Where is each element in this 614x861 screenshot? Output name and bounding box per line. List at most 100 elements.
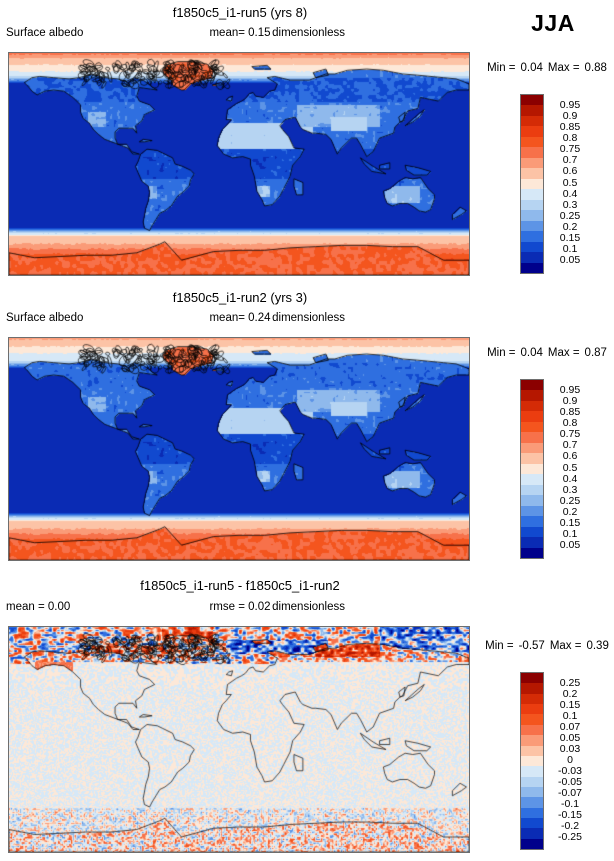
colorbar-swatch (521, 516, 543, 527)
colorbar-swatch (521, 547, 543, 558)
colorbar-tick-label: -0.1 (560, 797, 580, 810)
colorbar-tick-label: 0.4 (562, 187, 578, 200)
colorbar-swatch (521, 199, 543, 211)
colorbar-tick-label: -0.15 (558, 808, 582, 821)
colorbar-swatch (521, 189, 543, 200)
colorbar-tick-label: 0.03 (559, 742, 581, 755)
colorbar-tick-label: 0.75 (559, 143, 581, 156)
colorbar-tick-label: 0.6 (562, 450, 578, 463)
colorbar-tick-label: 0.6 (562, 165, 578, 178)
colorbar-tick-label: -0.07 (558, 786, 582, 799)
colorbar-swatch (521, 526, 543, 538)
colorbar-tick-label: 0.2 (562, 687, 578, 700)
colorbar-tick-label: 0.7 (562, 439, 578, 452)
colorbar-swatch (521, 786, 543, 798)
colorbar-swatch (521, 252, 543, 263)
panel-run2-mean-label: mean= 0.24 (209, 312, 271, 324)
panel-run5-map-canvas[interactable] (9, 53, 469, 275)
colorbar-tick-label: 0.5 (562, 461, 578, 474)
colorbar-swatch (521, 421, 543, 433)
panel-run2-map[interactable] (8, 337, 470, 561)
colorbar-tick-label: -0.25 (558, 830, 582, 843)
colorbar-swatch (521, 231, 543, 242)
colorbar-tick-label: 0.85 (559, 405, 581, 418)
panel-run2-subheader: Surface albedo mean= 0.24 dimensionless (0, 310, 480, 326)
colorbar-tick-label: 0.8 (562, 417, 578, 429)
colorbar-swatch (521, 495, 543, 506)
colorbar-swatch (521, 745, 543, 756)
panel-diff-minmax: Min = -0.57 Max = 0.39 (480, 640, 614, 652)
panel-run2-colorbar-ticks: 0.95 0.9 0.85 0.8 0.75 0.7 0.6 0.5 0.4 0.3 0.25 0.2… (544, 379, 604, 557)
colorbar-tick-label: 0.1 (562, 709, 578, 722)
colorbar-swatch (521, 168, 543, 179)
panel-diff-units-label: dimensionless (272, 601, 345, 613)
panel-run2-variable-label: Surface albedo (6, 312, 84, 324)
colorbar-swatch (521, 704, 543, 715)
colorbar-swatch (521, 178, 543, 190)
panel-diff-rmse-label: rmse = 0.02 (209, 601, 271, 613)
colorbar-tick-label: 0.2 (562, 221, 578, 233)
colorbar-tick-label: 0.15 (559, 698, 581, 711)
panel-diff-colorbar-strip (520, 672, 544, 850)
colorbar-swatch (521, 95, 543, 106)
panel-diff-map[interactable] (8, 626, 470, 853)
panel-run2-units-label: dimensionless (272, 312, 345, 324)
panel-diff-min-value: -0.57 (518, 640, 545, 652)
panel-diff-min-label: Min = (485, 640, 514, 652)
panel-diff-map-canvas[interactable] (9, 627, 469, 852)
colorbar-tick-label: 0.9 (562, 109, 578, 122)
colorbar-swatch (521, 126, 543, 137)
panel-run2-map-canvas[interactable] (9, 338, 469, 560)
colorbar-swatch (521, 411, 543, 422)
colorbar-tick-label: 0.3 (562, 198, 578, 211)
colorbar-swatch (521, 776, 543, 787)
panel-run2-min-label: Min = (487, 347, 516, 359)
panel-run5-min-label: Min = (487, 62, 516, 74)
colorbar-swatch (521, 390, 543, 401)
colorbar-swatch (521, 683, 543, 694)
panel-run5-mean-label: mean= 0.15 (209, 27, 271, 39)
colorbar-swatch (521, 105, 543, 116)
colorbar-tick-label: 0.07 (559, 720, 581, 733)
colorbar-tick-label: 0.15 (559, 232, 581, 245)
colorbar-tick-label: 0.5 (562, 176, 578, 189)
panel-diff-subheader: mean = 0.00 rmse = 0.02 dimensionless (0, 599, 480, 615)
colorbar-tick-label: 0.25 (559, 676, 581, 689)
panel-diff-max-value: 0.39 (586, 640, 609, 652)
panel-run5-colorbar-strip (520, 94, 544, 274)
panel-run5-max-label: Max = (547, 62, 580, 74)
colorbar-swatch (521, 157, 543, 169)
colorbar-tick-label: 0.95 (559, 98, 581, 111)
panel-run5-map[interactable] (8, 52, 470, 276)
colorbar-tick-label: 0.1 (562, 243, 578, 256)
colorbar-swatch (521, 714, 543, 725)
colorbar-tick-label: 0.25 (559, 494, 581, 507)
colorbar-tick-label: -0.03 (558, 764, 582, 777)
colorbar-swatch (521, 724, 543, 736)
panel-diff-colorbar: 0.25 0.2 0.15 0.1 0.07 0.05 0.03 0 -0.03 -0.05 -0.… (480, 672, 614, 850)
colorbar-tick-label: 0.95 (559, 383, 581, 396)
colorbar-swatch (521, 838, 543, 850)
colorbar-swatch (521, 210, 543, 221)
colorbar-swatch (521, 136, 543, 148)
colorbar-swatch (521, 673, 543, 684)
panel-diff-colorbar-ticks: 0.25 0.2 0.15 0.1 0.07 0.05 0.03 0 -0.03 -0.05 -0.… (544, 672, 604, 848)
colorbar-tick-label: 0.05 (559, 254, 581, 267)
colorbar-tick-label: -0.05 (558, 775, 582, 788)
colorbar-swatch (521, 463, 543, 475)
panel-diff-max-label: Max = (549, 640, 582, 652)
panel-run5-min-value: 0.04 (520, 62, 543, 74)
colorbar-tick-label: 0.25 (559, 209, 581, 222)
colorbar-swatch (521, 380, 543, 391)
colorbar-swatch (521, 262, 543, 273)
panel-diff-title: f1850c5_i1-run5 - f1850c5_i1-run2 (140, 578, 340, 593)
colorbar-swatch (521, 505, 543, 517)
colorbar-swatch (521, 115, 543, 127)
colorbar-swatch (521, 241, 543, 253)
colorbar-tick-label: 0.15 (559, 517, 581, 530)
colorbar-swatch (521, 818, 543, 829)
colorbar-tick-label: 0.75 (559, 428, 581, 441)
colorbar-swatch (521, 807, 543, 819)
colorbar-tick-label: 0.1 (562, 528, 578, 541)
panel-run2-max-label: Max = (547, 347, 580, 359)
